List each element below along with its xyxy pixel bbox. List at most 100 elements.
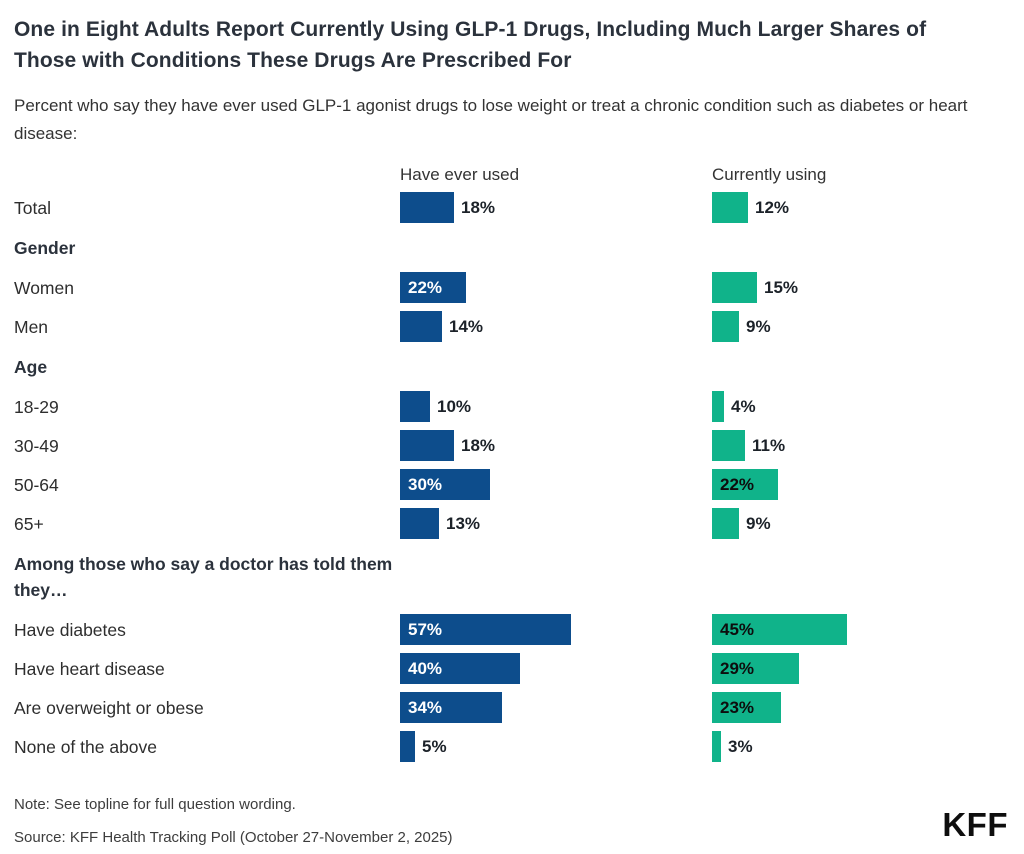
bar-cell-currently-using: 23%: [712, 688, 1010, 727]
group-label: Gender: [14, 238, 76, 258]
value-label-have-ever-used: 40%: [408, 658, 443, 678]
row-label: Are overweight or obese: [14, 697, 204, 718]
bar-have-ever-used: [400, 731, 415, 762]
bar-cell-have-ever-used: 22%: [400, 268, 712, 307]
chart-row: Have diabetes 57% 45%: [14, 610, 1010, 649]
footer: Note: See topline for full question word…: [14, 794, 453, 849]
bar-cell-currently-using: 29%: [712, 649, 1010, 688]
bar-cell-have-ever-used: 5%: [400, 727, 712, 766]
bar-have-ever-used: [400, 430, 454, 461]
chart-row: Men 14% 9%: [14, 307, 1010, 346]
row-label: Have diabetes: [14, 619, 126, 640]
row-label: Women: [14, 277, 74, 298]
group-label: Age: [14, 357, 48, 377]
bar-currently-using: 22%: [712, 469, 778, 500]
value-label-currently-using: 11%: [752, 435, 786, 455]
bar-cell-have-ever-used: 13%: [400, 504, 712, 543]
value-label-have-ever-used: 18%: [461, 197, 496, 217]
bar-have-ever-used: 57%: [400, 614, 571, 645]
bar-currently-using: 45%: [712, 614, 847, 645]
group-label: Among those who say a doctor has told th…: [14, 554, 393, 600]
bar-have-ever-used: 22%: [400, 272, 466, 303]
bar-currently-using: [712, 192, 748, 223]
bar-cell-currently-using: 9%: [712, 307, 1010, 346]
bar-cell-currently-using: 15%: [712, 268, 1010, 307]
bar-cell-have-ever-used: 18%: [400, 426, 712, 465]
row-label: 65+: [14, 513, 44, 534]
bar-currently-using: 23%: [712, 692, 781, 723]
group-header-row: Among those who say a doctor has told th…: [14, 543, 1010, 610]
value-label-currently-using: 22%: [720, 474, 755, 494]
value-label-have-ever-used: 34%: [408, 697, 443, 717]
chart-row: Have heart disease 40% 29%: [14, 649, 1010, 688]
value-label-have-ever-used: 14%: [449, 316, 484, 336]
chart-row: 18-29 10% 4%: [14, 387, 1010, 426]
row-label: 50-64: [14, 474, 59, 495]
value-label-currently-using: 23%: [720, 697, 755, 717]
bar-currently-using: [712, 272, 757, 303]
bar-cell-have-ever-used: 40%: [400, 649, 712, 688]
bar-cell-have-ever-used: 30%: [400, 465, 712, 504]
value-label-have-ever-used: 5%: [422, 736, 447, 756]
value-label-currently-using: 15%: [764, 277, 799, 297]
footer-note: Note: See topline for full question word…: [14, 796, 296, 813]
group-header-row: Age: [14, 346, 1010, 387]
bar-cell-currently-using: 3%: [712, 727, 1010, 766]
row-label: Men: [14, 316, 49, 337]
bar-chart: Have ever used Currently using Total 18% 1…: [14, 162, 1010, 766]
value-label-currently-using: 12%: [755, 197, 790, 217]
value-label-have-ever-used: 30%: [408, 474, 443, 494]
value-label-currently-using: 9%: [746, 513, 771, 533]
chart-row: 50-64 30% 22%: [14, 465, 1010, 504]
bar-cell-have-ever-used: 57%: [400, 610, 712, 649]
chart-row: None of the above 5% 3%: [14, 727, 1010, 766]
value-label-currently-using: 3%: [728, 736, 753, 756]
bar-currently-using: [712, 430, 745, 461]
chart-row: Are overweight or obese 34% 23%: [14, 688, 1010, 727]
value-label-currently-using: 4%: [731, 396, 756, 416]
bar-cell-currently-using: 9%: [712, 504, 1010, 543]
bar-cell-have-ever-used: 18%: [400, 188, 712, 227]
series-header-have-ever-used: Have ever used: [400, 165, 520, 184]
group-header-row: Gender: [14, 227, 1010, 268]
kff-logo: KFF: [942, 806, 1008, 843]
footer-source: Source: KFF Health Tracking Poll (Octobe…: [14, 829, 453, 846]
row-label: Have heart disease: [14, 658, 165, 679]
chart-row: Total 18% 12%: [14, 188, 1010, 227]
row-label: None of the above: [14, 736, 158, 757]
series-headers: Have ever used Currently using: [14, 162, 1010, 188]
bar-cell-currently-using: 22%: [712, 465, 1010, 504]
page-title: One in Eight Adults Report Currently Usi…: [14, 18, 927, 72]
bar-have-ever-used: [400, 311, 442, 342]
bar-cell-currently-using: 45%: [712, 610, 1010, 649]
row-label: Total: [14, 197, 51, 218]
bar-have-ever-used: 40%: [400, 653, 520, 684]
value-label-currently-using: 45%: [720, 619, 755, 639]
bar-have-ever-used: [400, 508, 439, 539]
value-label-have-ever-used: 22%: [408, 277, 443, 297]
chart-row: Women 22% 15%: [14, 268, 1010, 307]
chart-content: One in Eight Adults Report Currently Usi…: [14, 14, 1010, 766]
bar-have-ever-used: 30%: [400, 469, 490, 500]
bar-currently-using: [712, 311, 739, 342]
bar-cell-currently-using: 12%: [712, 188, 1010, 227]
value-label-currently-using: 29%: [720, 658, 755, 678]
chart-row: 65+ 13% 9%: [14, 504, 1010, 543]
bar-cell-have-ever-used: 14%: [400, 307, 712, 346]
bar-have-ever-used: 34%: [400, 692, 502, 723]
bar-have-ever-used: [400, 391, 430, 422]
bar-currently-using: [712, 508, 739, 539]
bar-cell-currently-using: 4%: [712, 387, 1010, 426]
value-label-have-ever-used: 13%: [446, 513, 481, 533]
value-label-currently-using: 9%: [746, 316, 771, 336]
bar-currently-using: 29%: [712, 653, 799, 684]
value-label-have-ever-used: 57%: [408, 619, 443, 639]
row-label: 30-49: [14, 435, 59, 456]
bar-have-ever-used: [400, 192, 454, 223]
bar-cell-have-ever-used: 10%: [400, 387, 712, 426]
bar-cell-currently-using: 11%: [712, 426, 1010, 465]
series-header-currently-using: Currently using: [712, 165, 827, 184]
chart-row: 30-49 18% 11%: [14, 426, 1010, 465]
bar-cell-have-ever-used: 34%: [400, 688, 712, 727]
